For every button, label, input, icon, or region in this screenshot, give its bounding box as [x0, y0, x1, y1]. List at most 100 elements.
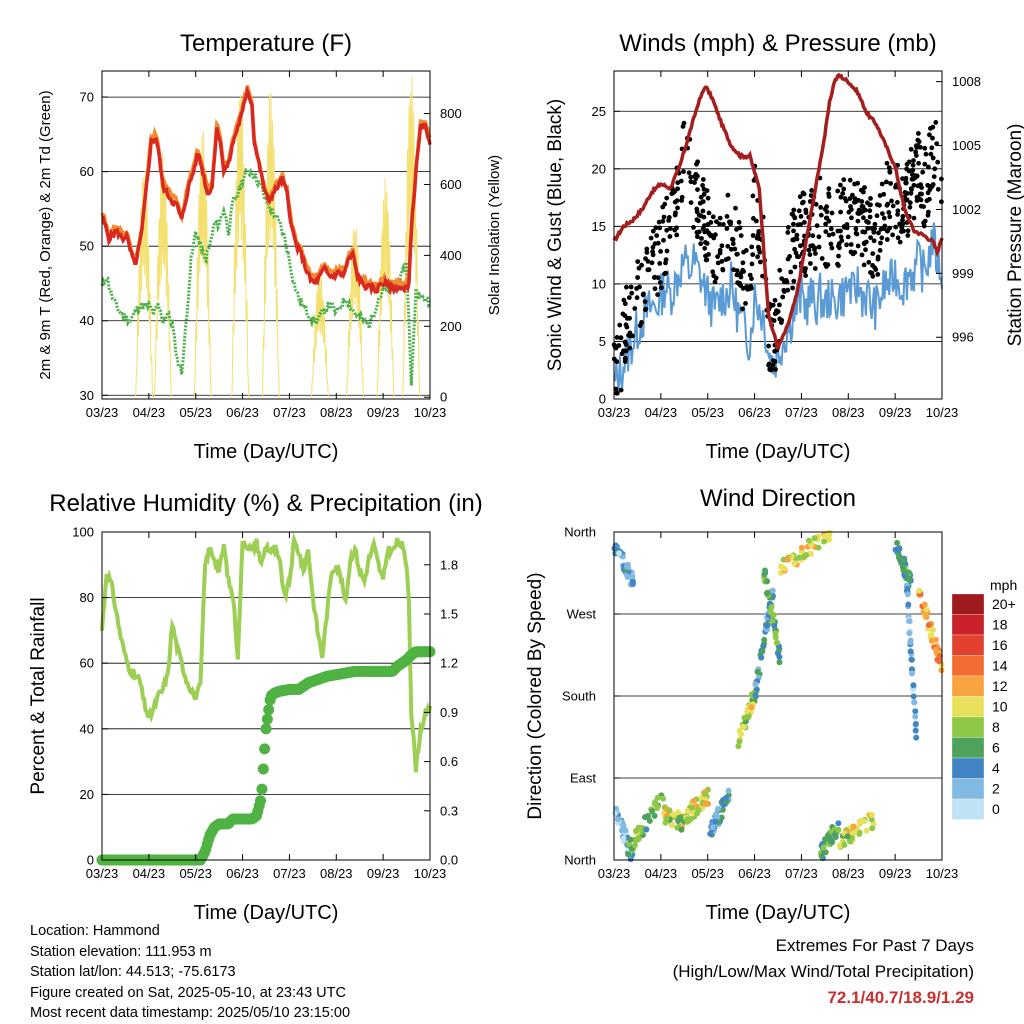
- gust-point: [800, 199, 806, 205]
- gust-point: [868, 235, 873, 241]
- y2-tick-label: 0: [440, 390, 447, 405]
- temperature-title: Temperature (F): [180, 30, 352, 57]
- gust-point: [813, 201, 819, 207]
- gust-point: [807, 252, 813, 257]
- gust-point: [847, 177, 853, 183]
- gust-point: [624, 316, 630, 321]
- precip-point: [256, 783, 268, 795]
- gust-point: [792, 215, 798, 220]
- precip-point: [263, 704, 275, 716]
- gust-point: [766, 343, 771, 349]
- direction-point: [826, 529, 833, 536]
- gust-point: [701, 214, 707, 220]
- gust-point: [794, 254, 800, 259]
- gust-point: [925, 212, 931, 218]
- gust-point: [797, 194, 803, 200]
- gust-point: [924, 198, 930, 204]
- gust-point: [700, 208, 706, 214]
- direction-point: [651, 812, 658, 819]
- gust-point: [698, 194, 704, 200]
- gust-point: [667, 226, 673, 232]
- x-tick-label: 07/23: [273, 866, 306, 881]
- gust-point: [635, 275, 640, 280]
- humidity-x-label: Time (Day/UTC): [194, 902, 339, 924]
- gust-point: [829, 210, 835, 216]
- station-elevation: Station elevation: 111.953 m: [30, 943, 212, 960]
- gust-point: [770, 362, 776, 368]
- gust-point: [614, 359, 620, 365]
- gust-point: [760, 273, 765, 279]
- gust-point: [824, 204, 829, 210]
- gust-point: [900, 217, 905, 223]
- direction-point: [633, 827, 639, 834]
- direction-point: [909, 670, 915, 677]
- gust-point: [926, 164, 931, 170]
- gust-point: [664, 195, 670, 201]
- gust-point: [652, 274, 658, 280]
- gust-point: [675, 186, 680, 192]
- wind-plot-frame: [613, 70, 943, 400]
- direction-point: [613, 805, 620, 812]
- legend-label: 6: [992, 740, 1000, 756]
- gust-point: [705, 195, 711, 201]
- x-tick-label: 05/23: [691, 405, 724, 420]
- solar-day-curve: [154, 152, 172, 398]
- extremes-box: Extremes For Past 7 Days (High/Low/Max W…: [673, 933, 974, 1011]
- gust-point: [929, 184, 935, 189]
- legend-label: 18: [992, 617, 1008, 633]
- gust-point: [650, 228, 656, 234]
- gust-point: [910, 162, 916, 168]
- gust-point: [838, 194, 844, 200]
- gust-point: [717, 247, 723, 253]
- legend-swatch: [951, 696, 985, 718]
- direction-point: [627, 836, 634, 843]
- direction-point: [759, 648, 766, 655]
- gust-point: [796, 208, 802, 214]
- direction-point: [835, 827, 842, 834]
- direction-point: [736, 738, 743, 745]
- gust-point: [719, 259, 725, 264]
- gust-point: [695, 159, 700, 165]
- direction-point: [776, 659, 783, 666]
- direction-point: [912, 720, 919, 727]
- y-tick-label: 0: [87, 853, 94, 868]
- gust-point: [650, 249, 655, 255]
- y-tick-label: 10: [592, 276, 606, 291]
- solar-day-curve: [193, 131, 212, 398]
- direction-point: [642, 814, 648, 821]
- direction-point: [684, 816, 691, 823]
- gust-point: [749, 276, 754, 282]
- direction-point: [826, 836, 833, 843]
- gust-point: [849, 215, 854, 221]
- gust-point: [772, 348, 778, 354]
- direction-point: [904, 569, 910, 576]
- legend-label: 4: [992, 760, 1000, 776]
- recent-timestamp: Most recent data timestamp: 2025/05/10 2…: [30, 1005, 351, 1021]
- gust-point: [845, 234, 851, 240]
- gust-point: [907, 204, 913, 210]
- direction-point: [851, 829, 858, 836]
- gust-point: [895, 212, 900, 217]
- gust-point: [720, 267, 726, 273]
- direction-point: [856, 831, 863, 837]
- direction-point: [741, 714, 748, 721]
- gust-point: [699, 236, 704, 241]
- gust-point: [738, 233, 744, 239]
- gust-point: [907, 200, 913, 206]
- gust-point: [623, 342, 629, 347]
- gust-point: [930, 155, 936, 161]
- wind-series: [611, 72, 944, 396]
- gust-point: [809, 188, 815, 193]
- gust-point: [909, 176, 915, 182]
- gust-point: [900, 221, 906, 227]
- direction-point: [908, 666, 915, 673]
- gust-point: [828, 241, 834, 247]
- pressure-y-ticks: 996 999 1002 1005 1008: [936, 74, 981, 345]
- gust-point: [879, 181, 885, 187]
- gust-point: [843, 198, 849, 204]
- legend-swatch: [951, 675, 985, 697]
- gust-point: [745, 286, 750, 292]
- gust-point: [813, 251, 818, 256]
- direction-point: [912, 713, 919, 720]
